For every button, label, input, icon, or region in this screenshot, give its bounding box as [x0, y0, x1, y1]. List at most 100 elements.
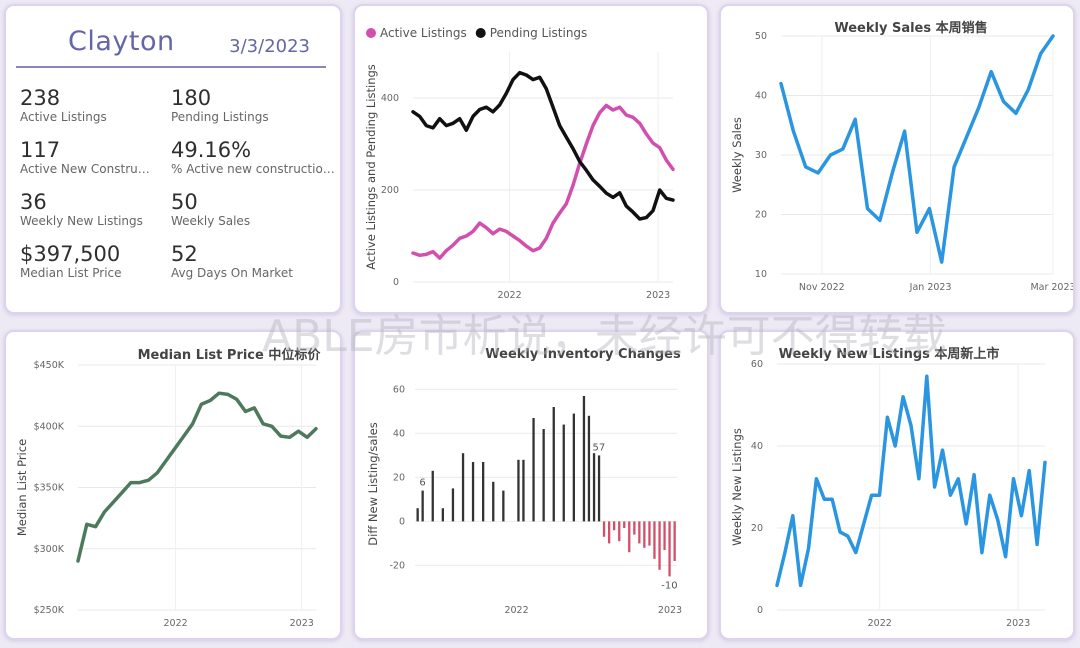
chart-title: Median List Price 中位标价 [138, 347, 322, 363]
y-tick-label: 30 [755, 150, 767, 161]
bar [613, 521, 616, 531]
kpi-label: Pending Listings [171, 110, 269, 124]
kpi-active-listings: 238 Active Listings [20, 86, 170, 124]
kpi-label: % Active new constructions [171, 162, 336, 176]
listings-chart-card: 0 200 400 2022 2023 Active Listings and Pendi… [353, 4, 709, 314]
series-line-0 [779, 34, 1055, 264]
y-axis-label: Active Listings and Pending Listings [364, 64, 378, 270]
bar [623, 521, 626, 528]
y-tick-label: $350K [34, 483, 65, 494]
bar [441, 508, 444, 522]
bar [673, 521, 676, 561]
bar [582, 396, 586, 522]
legend-label: Active Listings [380, 26, 467, 40]
summary-card: Clayton 3/3/2023 238 Active Listings 180… [4, 4, 342, 314]
kpi-label: Weekly New Listings [20, 214, 143, 228]
y-tick-label: -20 [389, 560, 405, 571]
median-list-price-chart: Median List Price 中位标价 $250K $300K $350K $40… [15, 347, 322, 629]
x-tick-label: 2022 [497, 290, 521, 301]
kpi-value: 52 [171, 242, 198, 266]
y-tick-label: 200 [381, 185, 399, 196]
bar [451, 488, 455, 522]
bar [522, 459, 525, 522]
x-tick-label: Mar 2023 [1030, 282, 1075, 293]
report-date: 3/3/2023 [229, 36, 310, 57]
y-tick-label: 400 [381, 93, 399, 104]
y-axis-label: Weekly Sales [730, 117, 744, 193]
kpi-weekly-sales: 50 Weekly Sales [171, 190, 321, 228]
y-tick-label: $250K [34, 605, 65, 616]
x-tick-label: 2023 [658, 605, 682, 616]
y-tick-label: 50 [755, 31, 767, 42]
bar [532, 418, 535, 522]
bar [431, 470, 434, 522]
new-listings-chart-card: Weekly New Listings 本周新上市 0 20 40 60 2022 2023… [719, 330, 1075, 640]
kpi-label: Avg Days On Market [171, 266, 293, 280]
y-tick-label: 10 [755, 269, 767, 280]
bar [552, 407, 555, 522]
inventory-chart-card: Weekly Inventory Changes -20 0 20 40 60 Diff N… [353, 330, 709, 640]
x-tick-label: Jan 2023 [909, 282, 952, 293]
series-line-1 [411, 70, 675, 221]
y-tick-label: $400K [34, 421, 65, 432]
x-tick-label: Nov 2022 [799, 282, 845, 293]
bar [502, 490, 505, 522]
y-tick-label: 60 [751, 359, 763, 370]
y-tick-label: $300K [34, 544, 65, 555]
x-tick-label: 2023 [646, 290, 670, 301]
kpi-label: Weekly Sales [171, 214, 251, 228]
legend-marker [475, 28, 486, 38]
bar [492, 481, 495, 522]
bar [597, 455, 601, 522]
chart-title: Weekly New Listings 本周新上市 [779, 346, 1000, 362]
data-label: 6 [419, 478, 425, 489]
bar [416, 508, 419, 522]
bar [648, 521, 651, 546]
chart-title: Weekly Inventory Changes [485, 347, 681, 362]
bar [471, 462, 475, 522]
legend-marker [366, 28, 376, 38]
kpi-value: 180 [171, 86, 212, 110]
x-tick-label: 2022 [163, 618, 187, 629]
legend-label: Pending Listings [490, 26, 588, 40]
kpi-label: Active Listings [20, 110, 107, 124]
kpi-value: $397,500 [20, 242, 121, 266]
bar [633, 521, 636, 535]
y-tick-label: 0 [393, 277, 399, 288]
data-label: 57 [593, 442, 606, 453]
bar [517, 459, 520, 522]
weekly-new-listings-chart: Weekly New Listings 本周新上市 0 20 40 60 2022 2023… [730, 346, 1047, 629]
kpi-avg-days-on-market: 52 Avg Days On Market [171, 242, 321, 280]
inventory-changes-chart: Weekly Inventory Changes -20 0 20 40 60 Diff N… [366, 332, 708, 616]
city-title: Clayton [68, 26, 175, 57]
data-label: -10 [661, 580, 677, 591]
y-tick-label: 40 [751, 441, 763, 452]
x-tick-label: 2022 [504, 605, 528, 616]
x-tick-label: 2023 [1006, 618, 1030, 629]
bar [602, 521, 606, 537]
series-line-0 [76, 391, 318, 563]
data-label: -25 [692, 332, 708, 335]
y-tick-label: 0 [399, 516, 405, 527]
kpi-value: 36 [20, 190, 47, 214]
bar [618, 521, 621, 542]
bar [643, 521, 646, 548]
series-line-0 [411, 103, 675, 260]
y-axis-label: Weekly New Listings [730, 428, 744, 546]
listings-chart: 0 200 400 2022 2023 Active Listings and Pendi… [364, 26, 675, 301]
y-tick-label: $450K [34, 360, 65, 371]
kpi-value: 50 [171, 190, 198, 214]
series-line-0 [775, 374, 1047, 588]
bar [638, 521, 641, 544]
bar [663, 521, 666, 550]
weekly-sales-chart-card: Weekly Sales 本周销售 10 20 30 40 50 Nov 2022 Jan 2… [719, 4, 1075, 314]
bar [658, 521, 661, 570]
y-tick-label: 0 [757, 605, 763, 616]
x-tick-label: 2022 [868, 618, 892, 629]
y-tick-label: 40 [755, 91, 767, 102]
median-price-chart-card: Median List Price 中位标价 $250K $300K $350K $40… [4, 330, 342, 640]
bar [461, 453, 465, 522]
y-tick-label: 20 [751, 523, 763, 534]
kpi-value: 117 [20, 138, 61, 162]
bar [542, 429, 545, 522]
